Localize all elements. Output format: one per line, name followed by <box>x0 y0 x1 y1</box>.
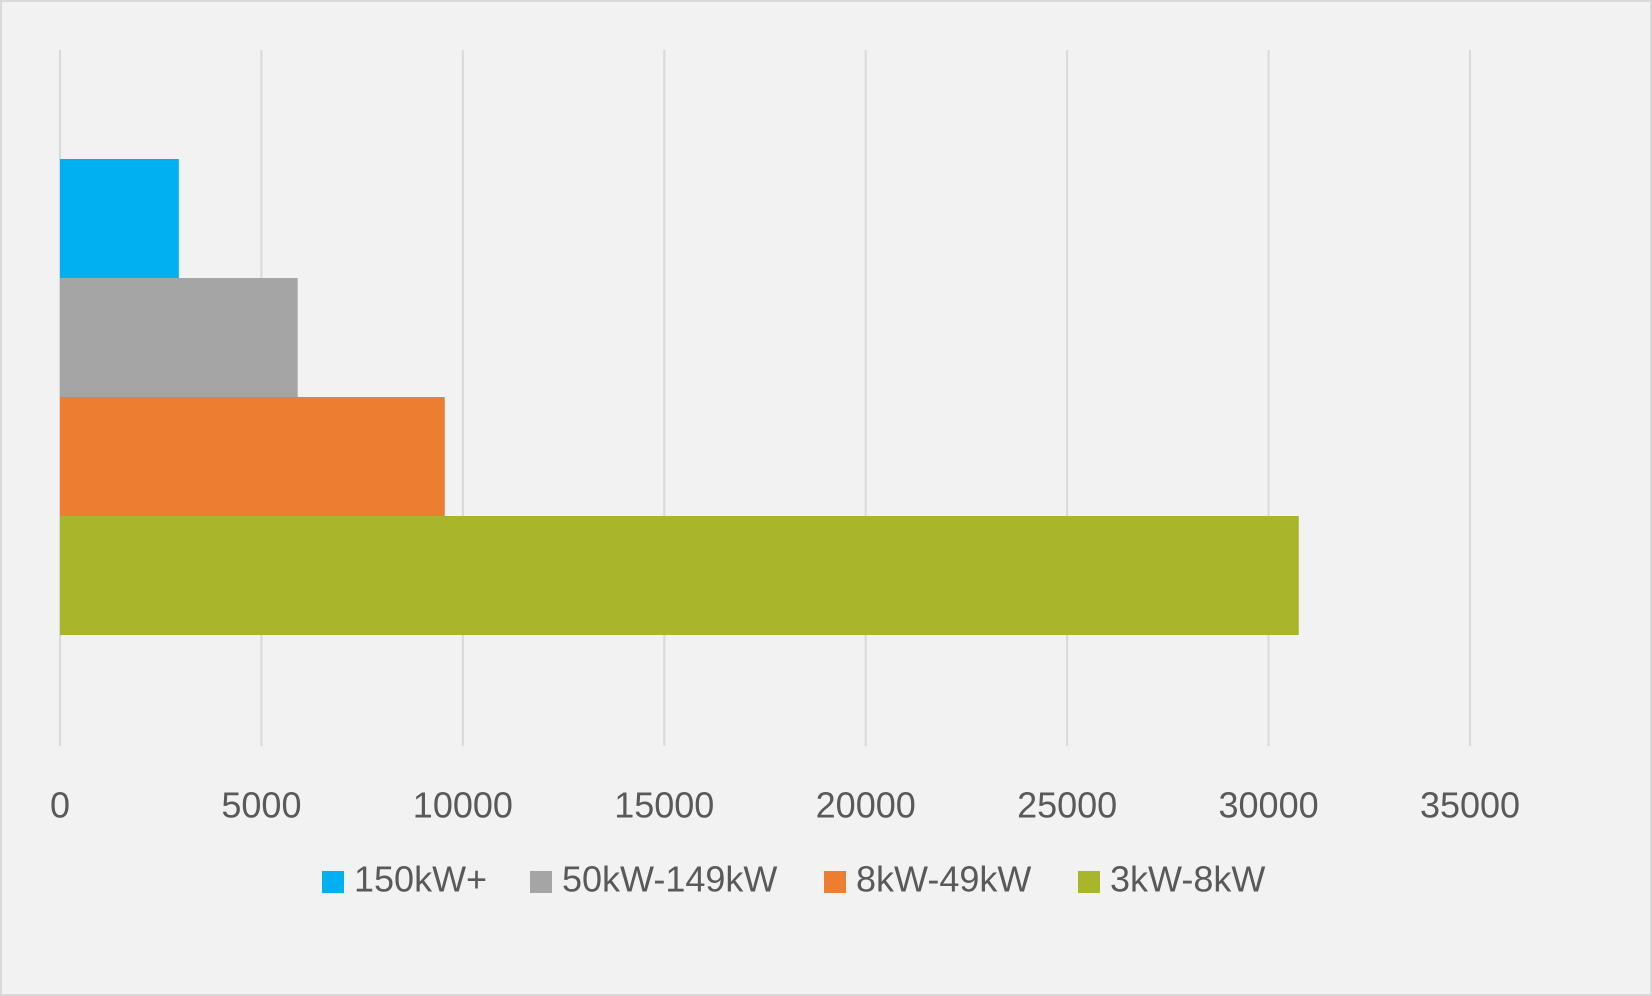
bar-50kw-149kw <box>60 278 298 397</box>
legend-swatch <box>530 871 552 893</box>
legend-label: 8kW-49kW <box>856 859 1031 900</box>
x-tick-label: 20000 <box>816 785 916 826</box>
x-tick-label: 5000 <box>221 785 301 826</box>
x-tick-label: 30000 <box>1219 785 1319 826</box>
x-tick-label: 15000 <box>614 785 714 826</box>
legend-label: 150kW+ <box>354 859 487 900</box>
legend-label: 50kW-149kW <box>562 859 777 900</box>
legend-label: 3kW-8kW <box>1110 859 1265 900</box>
x-axis-ticks: 0 5000 10000 15000 20000 25000 30000 35000 <box>50 785 1520 826</box>
legend-swatch <box>824 871 846 893</box>
legend-item: 3kW-8kW <box>1078 859 1265 900</box>
legend-item: 8kW-49kW <box>824 859 1031 900</box>
legend-item: 50kW-149kW <box>530 859 777 900</box>
x-tick-label: 35000 <box>1420 785 1520 826</box>
bar-150kw- <box>60 159 179 278</box>
gridlines <box>59 50 1471 746</box>
x-tick-label: 10000 <box>413 785 513 826</box>
legend-swatch <box>1078 871 1100 893</box>
bar-8kw-49kw <box>60 397 445 516</box>
bars <box>60 159 1299 635</box>
x-tick-label: 0 <box>50 785 70 826</box>
legend-item: 150kW+ <box>322 859 487 900</box>
legend: 150kW+ 50kW-149kW 8kW-49kW 3kW-8kW <box>322 859 1265 900</box>
legend-swatch <box>322 871 344 893</box>
bar-3kw-8kw <box>60 516 1299 635</box>
x-tick-label: 25000 <box>1017 785 1117 826</box>
